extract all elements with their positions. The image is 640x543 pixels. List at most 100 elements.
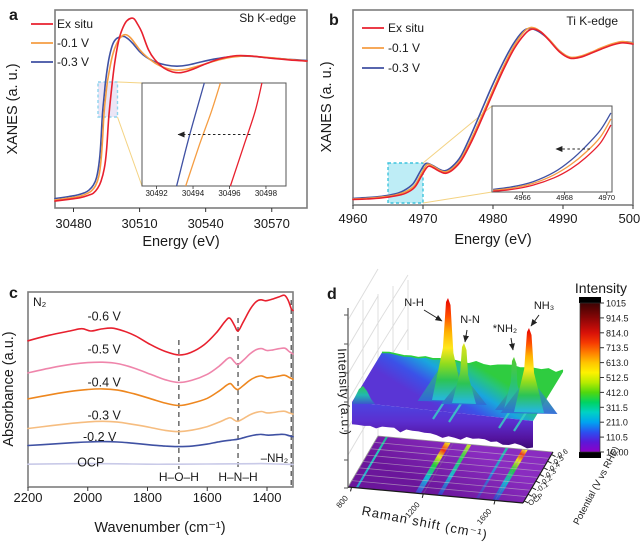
peak-annotation-arrow-nh [530,314,540,327]
inset-curve-0-3-v [175,82,205,187]
curve-0-1-v [352,26,634,200]
zoom-region-box [97,81,119,118]
tick-label: 4960 [339,211,368,226]
inset-tick-label: 30496 [218,189,241,198]
tick-label: 30480 [55,216,91,231]
plot-frame [54,9,308,209]
peak-annotation-n-n: N-N [460,314,480,326]
raman-tick-mark [350,487,352,492]
colorbar-tick-label: 713.5 [606,343,629,353]
floor-heatmap [347,435,554,504]
zoom-connector-line [422,191,493,204]
tick-label: 4980 [479,211,508,226]
curve-ex-situ [54,17,308,202]
tick-label: 1400 [253,490,282,505]
floor-col-gridline [494,449,526,501]
raman-tick-label: 1600 [475,507,494,527]
floor-row-gridline [359,467,535,485]
inset: 4966 4968 4970 [491,105,615,202]
peak-annotation-nh: NH₃ [534,300,554,312]
potential-tick-mark [547,460,552,464]
tick-label: 4990 [549,211,578,226]
zoom-connector-line [117,81,143,84]
tick-label: 1800 [133,490,162,505]
panel-a-x-axis-title: Energy (eV) [142,234,219,250]
colorbar-tick-label: 211.0 [606,418,628,428]
colorbar-top-cap [579,297,601,303]
wall-grid-line [377,274,409,324]
inset-curve-ex-situ [493,124,612,192]
legend-label-0-3-v: -0.3 V [57,55,89,69]
inset-tick-label: 4966 [514,193,531,202]
inset: 30492 30494 30496 30498 [141,82,287,198]
potential-axis-line [522,451,554,504]
legend-label-ex-situ: Ex situ [57,17,93,31]
panel-b-x-axis-title: Energy (eV) [454,232,531,248]
panel-a-edge-label: Sb K-edge [239,11,296,25]
panel-b-label: b [329,12,339,29]
colorbar-tick-label: 814.0 [606,328,629,338]
peak-annotation-n-h: N-H [404,297,424,309]
wall-grid-line [347,349,379,402]
colorbar-tick-label: 512.5 [606,373,629,383]
potential-tick-mark [527,493,533,497]
wall-grid-line [347,295,379,348]
inset-curve-ex-situ [229,82,263,187]
floor-back-edge [377,435,554,453]
curve-label-0-3-v: -0.3 V [88,409,122,423]
raman-tick-mark [493,500,496,505]
inset-tick-label: 4970 [598,193,615,202]
panel-c-y-axis-title: Absorbance (a.u.) [1,331,17,446]
floor-row-gridline [370,448,546,466]
curves [352,26,634,201]
peak-annotation-nh: *NH₂ [493,323,517,335]
curve-ex-situ [352,28,634,201]
wall-grid-line [377,301,409,351]
colorbar-tick-label: 914.5 [606,313,629,323]
curve-label-0-6-v: -0.6 V [88,309,122,323]
panel-d: Raman shift (cm⁻¹) Potential (V vs RHE) … [335,268,629,542]
curves [27,294,294,466]
x-axis-ticks: 30480 30510 30540 30570 [55,208,290,231]
potential-tick-mark [523,500,529,504]
tick-label: 30510 [122,216,158,231]
floor-left-edge [347,435,379,488]
colorbar-gradient [579,302,601,453]
inset-curves [493,112,612,192]
surface-left-bump [352,386,375,404]
inset-tick-label: 30498 [255,189,278,198]
inset-curve-0-1-v [185,82,222,187]
panel-b-edge-label: Ti K-edge [566,14,618,28]
raman-tick-label: 800 [335,493,351,509]
tick-label: 2000 [73,490,102,505]
colorbar-bottom-cap [579,452,601,458]
potential-tick-mark [551,454,556,457]
peak-annotation-arrow-n-n [463,329,470,343]
curve-label-ocp: OCP [77,456,104,470]
wall-grid-line [347,322,379,375]
curve-label-0-2-v: -0.2 V [83,430,117,444]
tick-label: 2200 [14,490,43,505]
floor-row-gridline [362,461,539,478]
peak-n-h [432,298,464,401]
band-label-nh: –NH₂ [261,453,288,465]
tick-label: 1600 [193,490,222,505]
zoom-connector-line [117,116,143,187]
colorbar: 1015 914.5 814.0 713.5 613.0 512.5 412.0 311.5 2… [579,297,629,458]
panel-d-x-axis-title: Raman shift (cm⁻¹) [361,503,490,542]
curve-label-0-5-v: -0.5 V [88,342,122,356]
curve-label-0-4-v: -0.4 V [88,376,122,390]
tick-label: 30540 [188,216,224,231]
panel-c-x-axis-title: Wavenumber (cm⁻¹) [94,520,225,536]
curve-0-4-v [27,374,294,407]
panel-b-y-axis-title: XANES (a. u.) [319,61,335,152]
colorbar-tick-label: 1015 [606,299,626,309]
panel-b: Energy (eV) XANES (a. u.) Ti K-edge 4960… [319,9,640,248]
x-axis-ticks: 4960 4970 4980 4990 5000 [339,205,640,226]
panel-a: Energy (eV) XANES (a. u.) Sb K-edge 3048… [5,9,308,250]
curve-ocp [27,462,294,466]
plot-frame [27,291,294,488]
panel-c-gas-label: N₂ [33,295,47,309]
tick-label: 30570 [254,216,290,231]
